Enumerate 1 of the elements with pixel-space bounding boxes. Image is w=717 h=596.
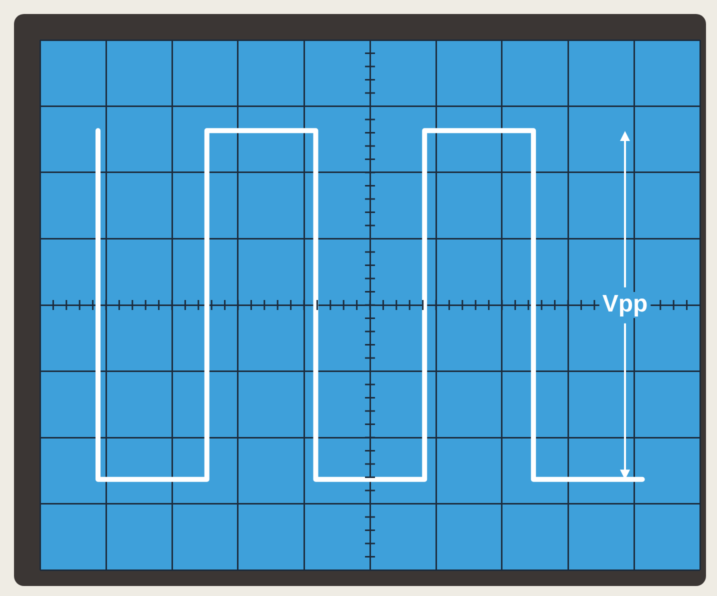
annotation: Vpp	[602, 290, 648, 318]
